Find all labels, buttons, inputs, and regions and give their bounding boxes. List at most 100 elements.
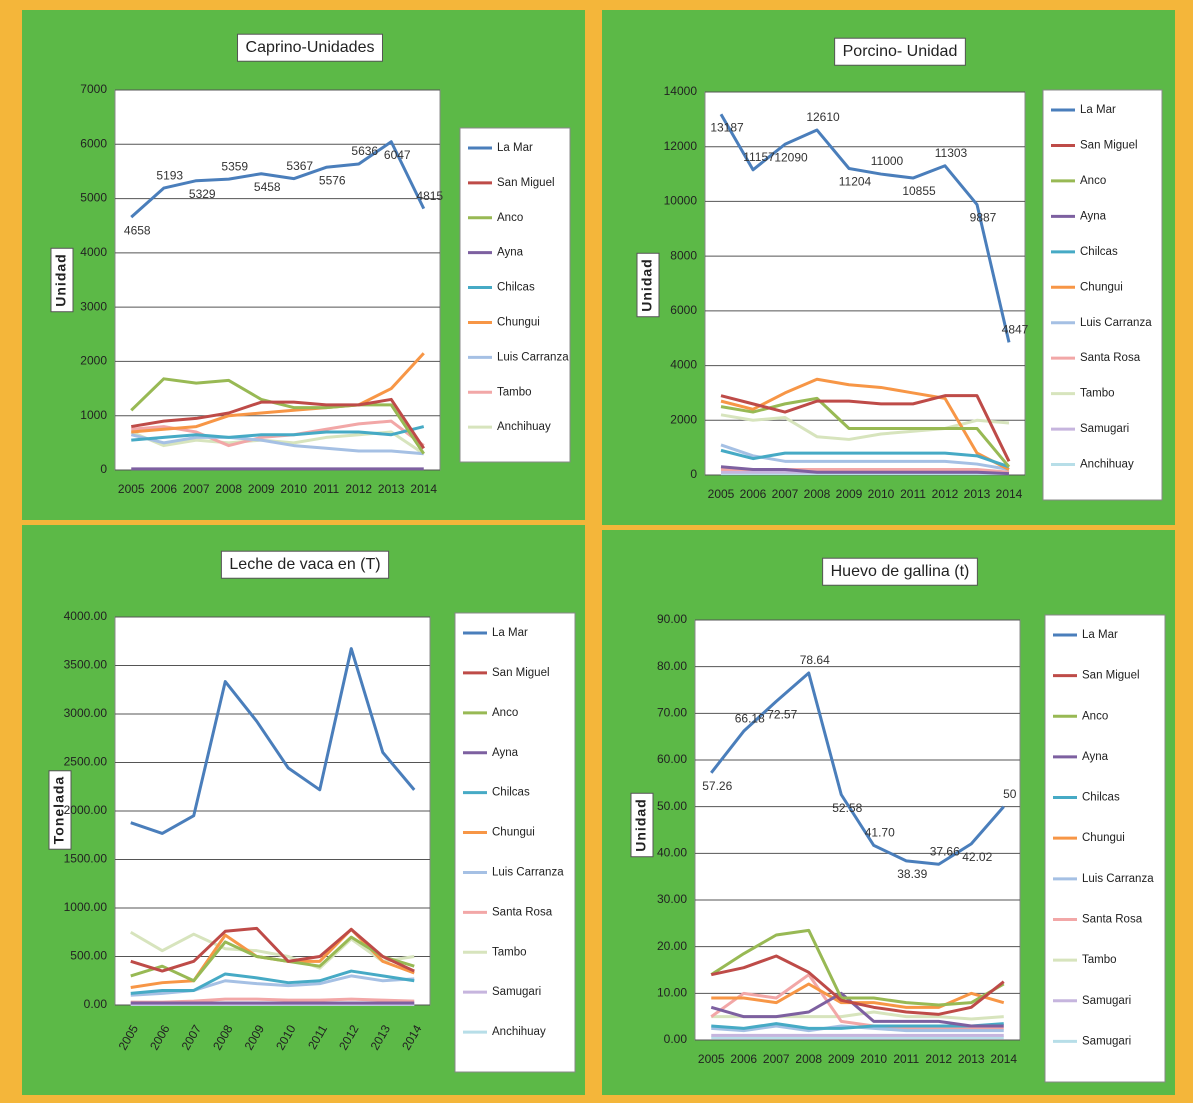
data-label: 5576 — [319, 173, 346, 187]
y-tick-label: 50.00 — [657, 799, 687, 813]
legend-label: Anchihuay — [492, 1026, 546, 1038]
legend-label: Luis Carranza — [1080, 317, 1152, 329]
chart-title: Caprino-Unidades — [246, 39, 375, 56]
legend-label: Samugari — [1082, 995, 1131, 1007]
legend-label: San Miguel — [497, 177, 555, 189]
series-line — [710, 954, 1005, 1016]
x-tick-label: 2012 — [345, 482, 372, 496]
y-tick-label: 0 — [100, 462, 107, 476]
series-line — [131, 397, 425, 450]
x-tick-label: 2006 — [730, 1052, 757, 1066]
y-tick-label: 20.00 — [657, 939, 687, 953]
series-line — [131, 352, 425, 434]
legend-label: Santa Rosa — [1080, 352, 1141, 364]
legend-label: Ayna — [492, 747, 519, 759]
x-tick-label: 2013 — [378, 482, 405, 496]
legend-label: Chungui — [492, 827, 535, 839]
legend-label: Luis Carranza — [492, 866, 564, 878]
series-line — [720, 394, 1011, 462]
y-tick-label: 1500.00 — [64, 852, 108, 866]
data-label: 50 — [1003, 787, 1017, 801]
chart-title: Huevo de gallina (t) — [831, 563, 970, 580]
legend-label: Chilcas — [1080, 246, 1118, 258]
data-label: 5367 — [286, 159, 313, 173]
legend-label: San Miguel — [1082, 670, 1140, 682]
data-label: 9887 — [970, 211, 997, 225]
y-axis-label: Tonelada — [51, 776, 67, 844]
series-line — [720, 443, 1010, 472]
legend-label: Samugari — [492, 986, 541, 998]
y-tick-label: 5000 — [80, 191, 107, 205]
y-tick-label: 2000 — [670, 412, 697, 426]
legend-label: Santa Rosa — [492, 906, 553, 918]
legend-label: Chilcas — [497, 282, 535, 294]
legend-label: Chungui — [497, 316, 540, 328]
x-tick-label: 2012 — [932, 487, 959, 501]
y-tick-label: 80.00 — [657, 659, 687, 673]
legend-label: San Miguel — [1080, 139, 1138, 151]
x-tick-label: 2005 — [698, 1052, 725, 1066]
y-tick-label: 90.00 — [657, 612, 687, 626]
y-tick-label: 10.00 — [657, 986, 687, 1000]
data-label: 72.57 — [767, 708, 797, 722]
legend-box — [454, 612, 576, 1073]
legend-label: Chilcas — [1082, 792, 1120, 804]
y-tick-label: 8000 — [670, 248, 697, 262]
chart-title: Porcino- Unidad — [843, 43, 958, 60]
y-tick-label: 12000 — [664, 139, 698, 153]
x-tick-label: 2012 — [925, 1052, 952, 1066]
y-tick-label: 3500.00 — [64, 658, 108, 672]
x-tick-label: 2008 — [795, 1052, 822, 1066]
series-line — [130, 647, 416, 835]
series-line — [720, 377, 1010, 471]
series-line — [130, 969, 415, 995]
x-tick-label: 2006 — [740, 487, 767, 501]
title-box — [237, 33, 383, 62]
y-tick-label: 14000 — [664, 84, 698, 98]
legend-label: Samugari — [1080, 423, 1129, 435]
series-line — [719, 113, 1011, 343]
legend-label: Tambo — [1082, 954, 1117, 966]
series-line — [710, 671, 1005, 866]
data-label: 13187 — [710, 120, 744, 134]
x-tick-label: 2007 — [183, 482, 210, 496]
legend-label: Tambo — [497, 386, 532, 398]
data-label: 37.66 — [930, 844, 960, 858]
y-axis-label: Unidad — [639, 258, 655, 311]
y-axis-label: Unidad — [53, 253, 69, 306]
legend-label: Ayna — [1082, 751, 1109, 763]
y-tick-label: 4000.00 — [64, 609, 108, 623]
data-label: 12610 — [806, 110, 840, 124]
legend-label: Santa Rosa — [1082, 913, 1143, 925]
series-line — [129, 930, 415, 970]
legend-box — [459, 127, 571, 463]
y-tick-label: 30.00 — [657, 892, 687, 906]
legend-label: Luis Carranza — [1082, 873, 1154, 885]
series-line — [720, 448, 1010, 469]
title-box — [834, 37, 966, 66]
y-tick-label: 2500.00 — [64, 755, 108, 769]
y-tick-label: 1000 — [80, 408, 107, 422]
legend-label: Anco — [497, 212, 523, 224]
y-tick-label: 2000.00 — [64, 803, 108, 817]
data-label: 5458 — [254, 180, 281, 194]
plot-area — [114, 89, 441, 471]
y-tick-label: 4000 — [670, 358, 697, 372]
x-tick-label: 2014 — [996, 487, 1023, 501]
x-tick-label: 2005 — [118, 482, 145, 496]
legend-label: Samugari — [1082, 1035, 1131, 1047]
series-line — [711, 1022, 1004, 1030]
y-tick-label: 3000.00 — [64, 706, 108, 720]
y-tick-label: 40.00 — [657, 846, 687, 860]
legend-label: Anchihuay — [497, 421, 551, 433]
legend-label: Anco — [1080, 175, 1106, 187]
data-label: 10855 — [902, 184, 936, 198]
y-tick-label: 0.00 — [664, 1032, 688, 1046]
data-label: 11204 — [839, 175, 872, 189]
legend-label: Tambo — [492, 946, 527, 958]
x-tick-label: 2013 — [964, 487, 991, 501]
data-label: 66.18 — [735, 711, 765, 725]
series-line — [130, 926, 415, 973]
x-tick-label: 2014 — [410, 482, 437, 496]
